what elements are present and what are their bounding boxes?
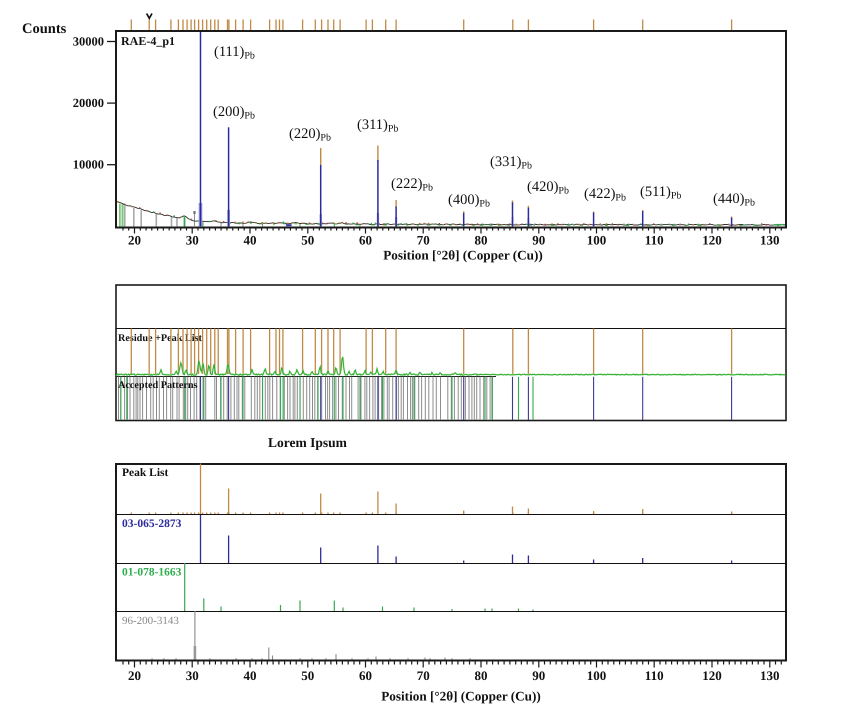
svg-text:20: 20 — [128, 233, 141, 248]
svg-text:20000: 20000 — [73, 96, 104, 110]
svg-text:Lorem Ipsum: Lorem Ipsum — [268, 435, 348, 450]
svg-text:90: 90 — [532, 233, 545, 248]
svg-text:RAE-4_p1: RAE-4_p1 — [121, 34, 175, 48]
svg-text:130: 130 — [760, 668, 780, 683]
svg-text:110: 110 — [645, 233, 664, 248]
svg-text:130: 130 — [760, 233, 780, 248]
svg-text:30: 30 — [186, 668, 199, 683]
svg-text:Position [°2θ] (Copper (Cu)): Position [°2θ] (Copper (Cu)) — [381, 689, 541, 704]
svg-text:96-200-3143: 96-200-3143 — [122, 615, 179, 627]
svg-text:60: 60 — [359, 668, 372, 683]
svg-text:50: 50 — [301, 233, 314, 248]
svg-text:Residue +Peak List: Residue +Peak List — [118, 333, 203, 344]
svg-text:30000: 30000 — [73, 35, 104, 49]
svg-text:90: 90 — [532, 668, 545, 683]
svg-text:03-065-2873: 03-065-2873 — [122, 518, 182, 530]
svg-text:10000: 10000 — [73, 158, 104, 172]
svg-text:70: 70 — [417, 668, 430, 683]
svg-text:100: 100 — [587, 233, 607, 248]
svg-text:50: 50 — [301, 668, 314, 683]
svg-text:20: 20 — [128, 668, 141, 683]
svg-text:80: 80 — [475, 668, 488, 683]
svg-text:70: 70 — [417, 233, 430, 248]
svg-text:Counts: Counts — [22, 21, 67, 37]
svg-text:Position [°2θ] (Copper (Cu)): Position [°2θ] (Copper (Cu)) — [383, 248, 543, 263]
svg-text:Accepted Patterns: Accepted Patterns — [118, 380, 198, 391]
svg-text:80: 80 — [475, 233, 488, 248]
svg-text:40: 40 — [244, 233, 257, 248]
svg-text:100: 100 — [587, 668, 607, 683]
svg-text:30: 30 — [186, 233, 199, 248]
svg-text:Peak List: Peak List — [122, 467, 168, 479]
svg-text:40: 40 — [244, 668, 257, 683]
svg-text:01-078-1663: 01-078-1663 — [122, 567, 182, 579]
svg-text:120: 120 — [702, 233, 722, 248]
svg-text:60: 60 — [359, 233, 372, 248]
svg-text:120: 120 — [702, 668, 722, 683]
svg-text:110: 110 — [645, 668, 664, 683]
